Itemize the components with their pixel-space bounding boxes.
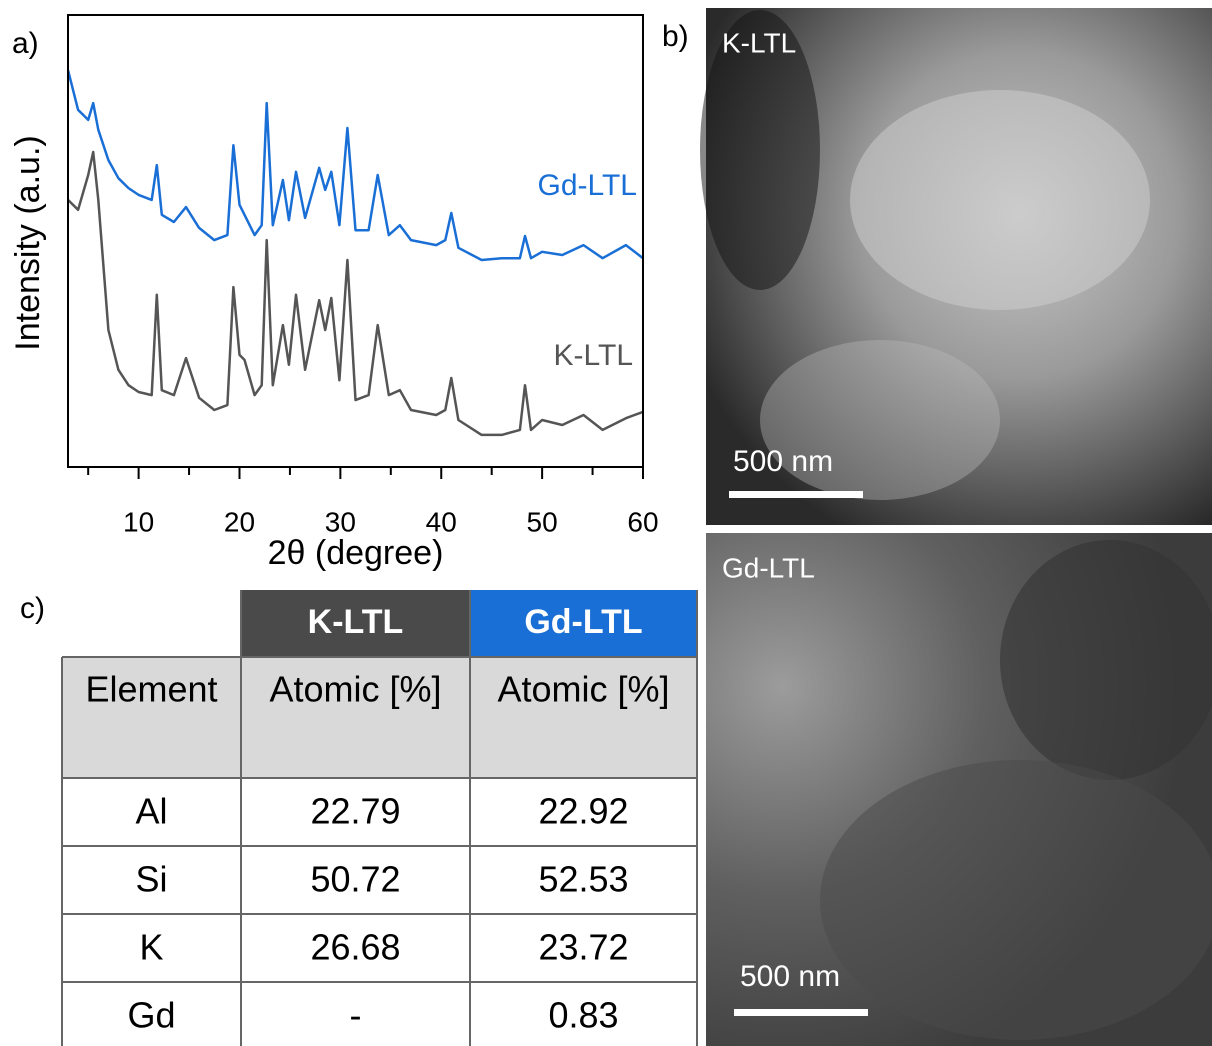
y-axis-label: Intensity (a.u.)	[9, 135, 47, 350]
column-header-row	[62, 657, 697, 778]
image-label: K-LTL	[722, 27, 796, 58]
table-cell: 0.83	[548, 995, 618, 1036]
series-line	[67, 150, 644, 437]
header-text: Gd-LTL	[524, 603, 642, 641]
x-tick-label: 30	[325, 506, 356, 537]
x-tick-label: 10	[123, 506, 154, 537]
table-cell: -	[350, 995, 362, 1036]
sem-texture	[700, 10, 820, 290]
sem-texture	[850, 90, 1150, 310]
table-cell: 52.53	[538, 859, 628, 900]
scale-bar-label: 500 nm	[740, 960, 840, 993]
x-tick-label: 60	[627, 506, 658, 537]
table-cell: 23.72	[538, 927, 628, 968]
column-header: Element	[85, 669, 217, 710]
x-axis-label: 2θ (degree)	[268, 534, 444, 572]
table-cell: 22.79	[310, 791, 400, 832]
xrd-chart: 10 20 30 40 50 60 2θ (degree) Intensity (a.u.) G…	[9, 14, 659, 572]
x-tick-label: 20	[224, 506, 255, 537]
panel-label: b)	[662, 20, 689, 53]
scale-bar	[729, 491, 863, 498]
sem-texture	[820, 760, 1212, 1040]
sem-texture	[1000, 540, 1212, 780]
table-cell: 22.92	[538, 791, 628, 832]
table-cell: Si	[135, 859, 167, 900]
plot-frame	[67, 14, 644, 468]
x-tick-label: 50	[527, 506, 558, 537]
composition-table: K-LTL Gd-LTL Element Atomic [%] Atomic [%] Al…	[61, 590, 698, 1046]
x-tick-label: 40	[426, 506, 457, 537]
scale-bar-label: 500 nm	[733, 445, 833, 478]
header-text: K-LTL	[308, 603, 404, 641]
series-label: Gd-LTL	[538, 169, 637, 202]
header-cell	[470, 590, 697, 657]
column-header: Atomic [%]	[497, 669, 669, 710]
column-header: Atomic [%]	[269, 669, 441, 710]
table-cell: 26.68	[310, 927, 400, 968]
panel-label: a)	[12, 27, 39, 60]
table-cell: 50.72	[310, 859, 400, 900]
table-cell: Gd	[127, 995, 175, 1036]
scale-bar	[734, 1009, 868, 1016]
panel-label: c)	[20, 592, 45, 625]
table-cell: Al	[135, 791, 167, 832]
series-line	[66, 69, 644, 262]
table-cell: K	[139, 927, 163, 968]
header-cell	[241, 590, 470, 657]
series-label: K-LTL	[554, 339, 633, 372]
image-label: Gd-LTL	[722, 552, 815, 583]
sem-texture	[760, 340, 1000, 500]
